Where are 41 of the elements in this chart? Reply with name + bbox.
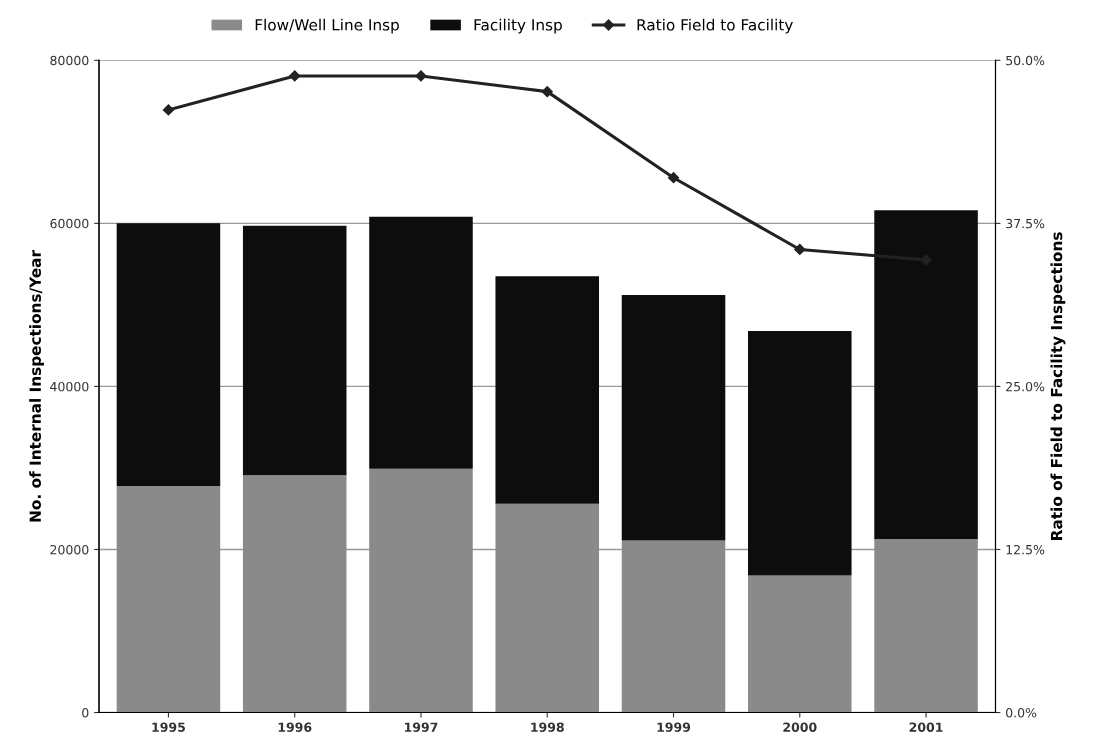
bar — [116, 485, 221, 713]
x-tick-label: 1995 — [152, 722, 185, 732]
bar — [874, 210, 978, 539]
y2-tick-label: 0.0% — [1006, 708, 1037, 718]
y2-tick-label: 37.5% — [1006, 218, 1045, 229]
bar — [116, 223, 221, 486]
x-tick-label: 1997 — [405, 722, 438, 732]
bar — [495, 503, 600, 713]
x-tick-label: 1996 — [278, 722, 312, 732]
x-tick-label: 2001 — [909, 722, 943, 732]
y2-tick-label: 25.0% — [1006, 381, 1045, 392]
legend-label: Ratio Field to Facility — [637, 18, 793, 34]
x-tick-label: 1999 — [657, 722, 691, 732]
y2-tick-label: 50.0% — [1006, 55, 1045, 66]
legend-label: Facility Insp — [474, 18, 562, 34]
x-tick-label: 1998 — [531, 722, 564, 732]
point — [541, 86, 553, 98]
legend-label: Flow/Well Line Insp — [255, 18, 399, 34]
bar — [495, 276, 600, 504]
y-tick-label: 40000 — [50, 381, 89, 392]
bar — [874, 538, 978, 713]
bar — [748, 575, 852, 713]
bar — [242, 475, 347, 713]
y-tick-label: 60000 — [50, 218, 89, 229]
point — [794, 243, 806, 256]
y-tick-label: 80000 — [50, 55, 89, 66]
point — [162, 104, 175, 116]
bar — [621, 540, 726, 713]
y-tick-label: 20000 — [50, 544, 89, 555]
x-tick-label: 2000 — [783, 722, 817, 732]
bar — [369, 216, 473, 469]
bar — [242, 225, 347, 476]
bar — [621, 295, 726, 541]
point — [667, 172, 680, 184]
bar — [369, 468, 473, 713]
y-axis-title: No. of Internal Inspections/Year — [29, 250, 44, 522]
y-tick-label: 0 — [82, 708, 89, 718]
y2-axis-title: Ratio of Field to Facility Inspections — [1050, 232, 1066, 540]
y2-tick-label: 12.5% — [1006, 544, 1045, 555]
bar — [748, 330, 852, 576]
point — [289, 70, 301, 82]
